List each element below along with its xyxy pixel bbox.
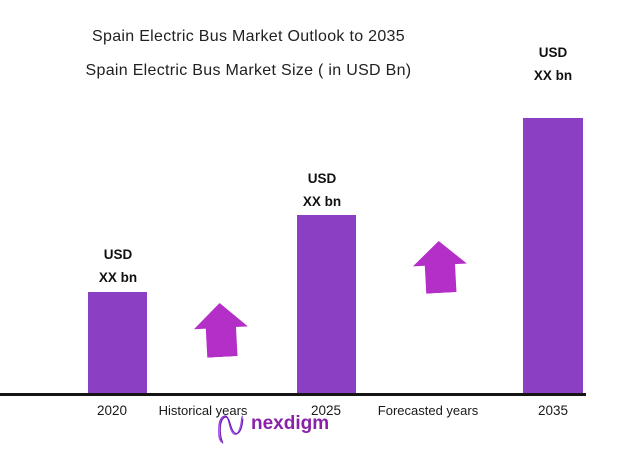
value-label-2020-line1: USD xyxy=(103,247,133,262)
nexdigm-logo-text: nexdigm xyxy=(251,413,330,434)
x-label-2035: 2035 xyxy=(537,403,569,418)
growth-arrow-forecast-icon xyxy=(412,240,469,295)
x-label-2025: 2025 xyxy=(310,403,342,418)
chart-subtitle: Spain Electric Bus Market Size ( in USD … xyxy=(85,62,412,79)
nexdigm-logo-icon xyxy=(218,415,244,444)
value-label-2035-line1: USD xyxy=(538,45,568,60)
value-label-2035: USD XX bn xyxy=(508,41,598,87)
bar-2020 xyxy=(88,292,147,393)
chart-title-block: Spain Electric Bus Market Outlook to 203… xyxy=(0,27,497,80)
growth-arrow-historical-icon xyxy=(193,302,250,359)
value-label-2025-line2: XX bn xyxy=(302,194,342,209)
bar-2025 xyxy=(297,215,356,393)
x-label-forecasted-years: Forecasted years xyxy=(377,403,479,418)
x-label-historical-years: Historical years xyxy=(158,403,248,418)
value-label-2025: USD XX bn xyxy=(277,167,367,213)
chart-title: Spain Electric Bus Market Outlook to 203… xyxy=(92,28,405,45)
value-label-2035-line2: XX bn xyxy=(533,68,573,83)
bar-2035 xyxy=(523,118,583,393)
x-label-2020: 2020 xyxy=(96,403,128,418)
value-label-2020-line2: XX bn xyxy=(98,270,138,285)
value-label-2025-line1: USD xyxy=(307,171,337,186)
nexdigm-logo: nexdigm xyxy=(216,412,329,445)
x-axis-line xyxy=(0,393,586,396)
value-label-2020: USD XX bn xyxy=(73,243,163,289)
